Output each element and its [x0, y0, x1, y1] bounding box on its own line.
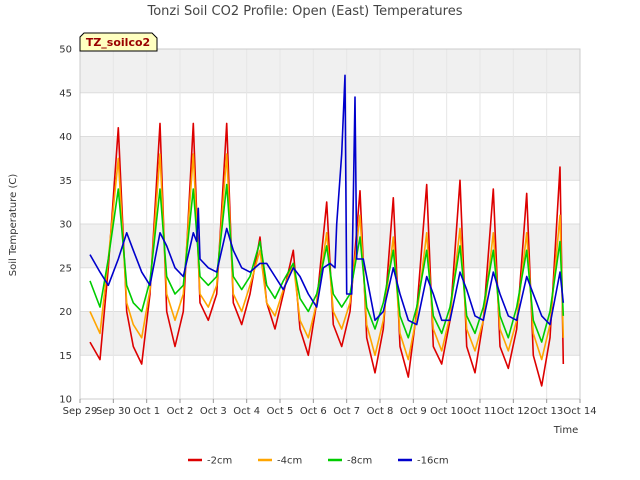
x-tick-label: Oct 13	[530, 406, 563, 417]
x-tick-label: Oct 14	[563, 406, 596, 417]
series-lines	[89, 74, 565, 387]
legend-label: -8cm	[347, 456, 372, 467]
legend-label: -2cm	[207, 456, 232, 467]
y-tick-label: 40	[59, 132, 72, 143]
y-tick-label: 25	[59, 263, 72, 274]
x-tick-label: Oct 1	[133, 406, 160, 417]
x-tick-label: Oct 8	[367, 406, 394, 417]
series-line-16cmcm	[89, 74, 565, 326]
y-tick-label: 30	[59, 220, 72, 231]
x-tick-label: Oct 7	[333, 406, 360, 417]
plot-frame	[79, 48, 581, 400]
badge-shape	[79, 32, 158, 52]
plot-bands	[80, 49, 580, 356]
x-tick-label: Oct 4	[233, 406, 260, 417]
x-tick-label: Oct 2	[167, 406, 194, 417]
y-axis-label: Soil Temperature (C)	[8, 174, 19, 277]
y-tick-label: 15	[59, 351, 72, 362]
legend-label: -4cm	[277, 456, 302, 467]
series-line-8cmcm	[89, 183, 565, 343]
badge-label: TZ_soilco2	[86, 36, 150, 49]
legend-label: -16cm	[417, 456, 449, 467]
badge: TZ_soilco2	[79, 32, 158, 52]
x-axis-label: Time	[553, 425, 578, 436]
plot-band	[80, 311, 580, 356]
y-tick-label: 20	[59, 307, 72, 318]
x-tick-label: Sep 30	[96, 406, 131, 417]
plot-band	[80, 49, 580, 93]
y-tick-label: 45	[59, 88, 72, 99]
y-tick-label: 35	[59, 176, 72, 187]
x-tick-label: Oct 11	[463, 406, 496, 417]
x-tick-label: Oct 3	[200, 406, 227, 417]
x-tick-label: Oct 12	[497, 406, 530, 417]
y-tick-label: 10	[59, 395, 72, 406]
y-axis-ticks: 10 15 20 25 30 35 40 45 50	[59, 45, 72, 406]
x-tick-label: Sep 29	[63, 406, 98, 417]
legend: -2cm -4cm -8cm -16cm	[188, 456, 449, 467]
x-tick-label: Oct 9	[400, 406, 427, 417]
plot-band	[80, 136, 580, 181]
x-tick-label: Oct 5	[267, 406, 294, 417]
chart-title: Tonzi Soil CO2 Profile: Open (East) Temp…	[146, 4, 462, 19]
x-tick-label: Oct 6	[300, 406, 327, 417]
x-tick-label: Oct 10	[430, 406, 463, 417]
y-tick-label: 50	[59, 45, 72, 56]
